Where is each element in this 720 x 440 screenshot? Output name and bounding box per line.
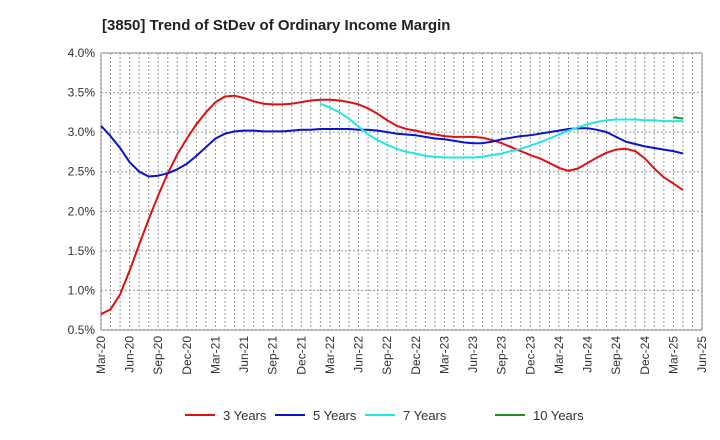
x-tick-label: Mar-22 <box>323 336 337 374</box>
x-tick-label: Mar-25 <box>666 336 680 374</box>
x-tick-label: Dec-21 <box>294 336 308 375</box>
x-tick-label: Dec-20 <box>180 336 194 375</box>
x-tick-label: Dec-22 <box>409 336 423 375</box>
x-tick-label: Sep-23 <box>495 336 509 375</box>
legend: 3 Years 5 Years 7 Years 10 Years <box>185 408 584 423</box>
x-tick-label: Jun-24 <box>581 336 595 373</box>
x-tick-label: Sep-24 <box>609 336 623 375</box>
legend-label: 10 Years <box>533 408 584 423</box>
x-tick-label: Sep-20 <box>151 336 165 375</box>
x-tick-label: Dec-24 <box>638 336 652 375</box>
x-tick-label: Jun-21 <box>237 336 251 373</box>
x-tick-label: Jun-22 <box>352 336 366 373</box>
x-axis-ticks: Mar-20 Jun-20 Sep-20 Dec-20 Mar-21 Jun-21 Sep-… <box>94 336 709 375</box>
y-tick-label: 3.0% <box>68 125 96 139</box>
series-lines <box>100 94 684 316</box>
series-line-10-years <box>673 116 684 120</box>
y-tick-label: 3.5% <box>68 86 96 100</box>
series-line-5-years <box>100 125 684 178</box>
y-axis-ticks: 0.5% 1.0% 1.5% 2.0% 2.5% 3.0% 3.5% 4.0% <box>68 46 96 337</box>
x-tick-label: Dec-23 <box>523 336 537 375</box>
y-tick-label: 1.0% <box>68 283 96 297</box>
x-tick-label: Mar-21 <box>208 336 222 374</box>
legend-label: 7 Years <box>403 408 447 423</box>
plot-area <box>100 52 703 331</box>
y-tick-label: 0.5% <box>68 323 96 337</box>
x-tick-label: Jun-25 <box>695 336 709 373</box>
x-tick-label: Mar-24 <box>552 336 566 374</box>
x-tick-label: Sep-21 <box>266 336 280 375</box>
legend-label: 5 Years <box>313 408 357 423</box>
x-tick-label: Mar-23 <box>437 336 451 374</box>
y-tick-label: 1.5% <box>68 244 96 258</box>
series-line-3-years <box>100 94 684 316</box>
y-tick-label: 2.0% <box>68 204 96 218</box>
y-tick-label: 2.5% <box>68 165 96 179</box>
y-tick-label: 4.0% <box>68 46 96 60</box>
x-tick-label: Jun-20 <box>123 336 137 373</box>
legend-label: 3 Years <box>223 408 267 423</box>
chart-title: [3850] Trend of StDev of Ordinary Income… <box>102 17 450 34</box>
x-tick-label: Mar-20 <box>94 336 108 374</box>
x-tick-label: Jun-23 <box>466 336 480 373</box>
grid <box>100 52 703 331</box>
x-tick-label: Sep-22 <box>380 336 394 375</box>
series-line-7-years <box>320 102 683 159</box>
